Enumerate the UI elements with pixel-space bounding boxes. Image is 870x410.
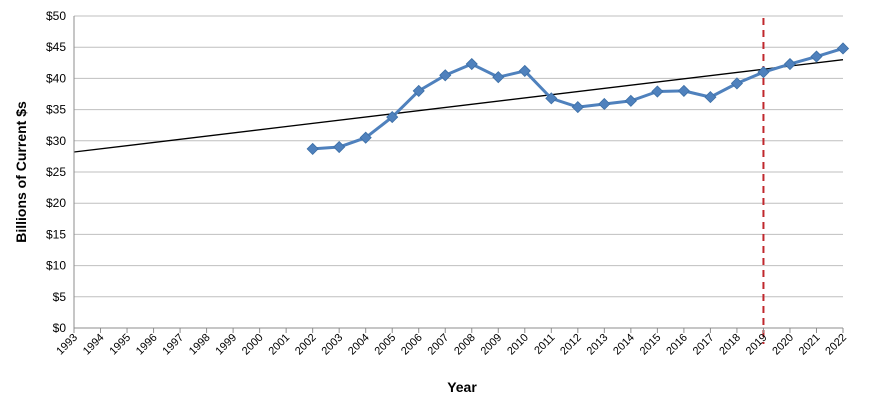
- y-tick-label: $0: [53, 321, 67, 335]
- y-tick-labels: $0 $5 $10 $15 $20 $25 $30 $35 $40 $45 $50: [46, 9, 66, 335]
- x-tick-label: 2009: [479, 332, 505, 358]
- x-tick-label: 2015: [638, 332, 664, 358]
- y-tick-label: $30: [46, 134, 66, 148]
- data-point-2011: [545, 92, 558, 105]
- x-tick-label: 2019: [744, 332, 770, 358]
- x-tick-label: 2001: [266, 332, 292, 358]
- x-tick-label: 1996: [134, 332, 160, 358]
- x-tick-label: 1998: [187, 332, 213, 358]
- x-tick-label: 2008: [452, 332, 478, 358]
- data-point-2004: [359, 131, 372, 144]
- x-tick-label: 2011: [532, 332, 557, 357]
- data-point-2005: [386, 111, 399, 124]
- data-point-2007: [439, 69, 452, 82]
- x-tick-label: 2002: [293, 332, 319, 358]
- data-point-2003: [333, 140, 346, 154]
- x-tick-label: 2005: [373, 332, 399, 358]
- x-tick-label: 2006: [399, 332, 425, 358]
- y-tick-label: $35: [46, 103, 66, 117]
- y-tick-label: $20: [46, 196, 66, 210]
- data-point-2002: [306, 142, 319, 155]
- x-tick-label: 2018: [717, 332, 743, 358]
- data-point-2022: [836, 42, 850, 55]
- data-point-2020: [783, 57, 797, 71]
- data-point-2006: [412, 84, 425, 97]
- x-tick-label: 2022: [823, 332, 849, 358]
- x-tick-label: 2017: [691, 332, 717, 358]
- x-tick-label: 2014: [611, 332, 637, 358]
- data-point-2019: [757, 66, 770, 79]
- y-tick-label: $50: [46, 9, 66, 23]
- x-tick-label: 2010: [505, 332, 531, 358]
- y-tick-label: $10: [46, 259, 66, 273]
- x-tick-label: 1993: [54, 332, 80, 358]
- x-tick-label: 2004: [346, 332, 372, 358]
- y-tick-label: $15: [46, 227, 66, 241]
- data-point-2010: [518, 64, 531, 77]
- data-point-2018: [730, 77, 743, 90]
- x-tick-label: 2013: [585, 332, 611, 358]
- x-tick-label: 1995: [107, 332, 133, 358]
- y-axis-title: Billions of Current $s: [13, 101, 29, 243]
- y-tick-label: $40: [46, 71, 66, 85]
- trendline-group: [73, 59, 844, 153]
- x-tick-labels: 1993 1994 1995 1996 1997 1998 1999 2000 2001 2002…: [54, 332, 849, 358]
- data-point-2012: [571, 101, 584, 114]
- data-point-2021: [810, 50, 823, 63]
- x-tick-label: 1999: [213, 332, 239, 358]
- series-group: [306, 42, 850, 155]
- x-tick-label: 2000: [240, 332, 266, 358]
- x-tick-label: 2021: [797, 332, 823, 358]
- data-point-2014: [624, 94, 637, 107]
- x-tick-label: 2020: [770, 332, 796, 358]
- data-point-2015: [651, 85, 664, 98]
- y-tick-label: $25: [46, 165, 66, 179]
- x-tick-label: 1997: [160, 332, 186, 358]
- data-point-2017: [704, 91, 717, 104]
- gridlines: [74, 15, 843, 298]
- x-tick-label: 2016: [664, 332, 690, 358]
- x-tick-label: 2012: [558, 332, 584, 358]
- data-point-2013: [598, 97, 611, 111]
- x-tick-label: 1994: [81, 332, 107, 358]
- y-tick-label: $45: [46, 40, 66, 54]
- x-tick-label: 2007: [426, 332, 452, 358]
- data-point-2016: [677, 84, 690, 97]
- series-line-0: [312, 47, 844, 151]
- x-axis-title: Year: [447, 379, 477, 395]
- data-point-2009: [492, 71, 505, 84]
- y-tick-label: $5: [53, 290, 67, 304]
- x-tick-label: 2003: [319, 332, 345, 358]
- data-point-2008: [465, 57, 478, 71]
- axes: [73, 16, 844, 333]
- trendline: [73, 59, 844, 153]
